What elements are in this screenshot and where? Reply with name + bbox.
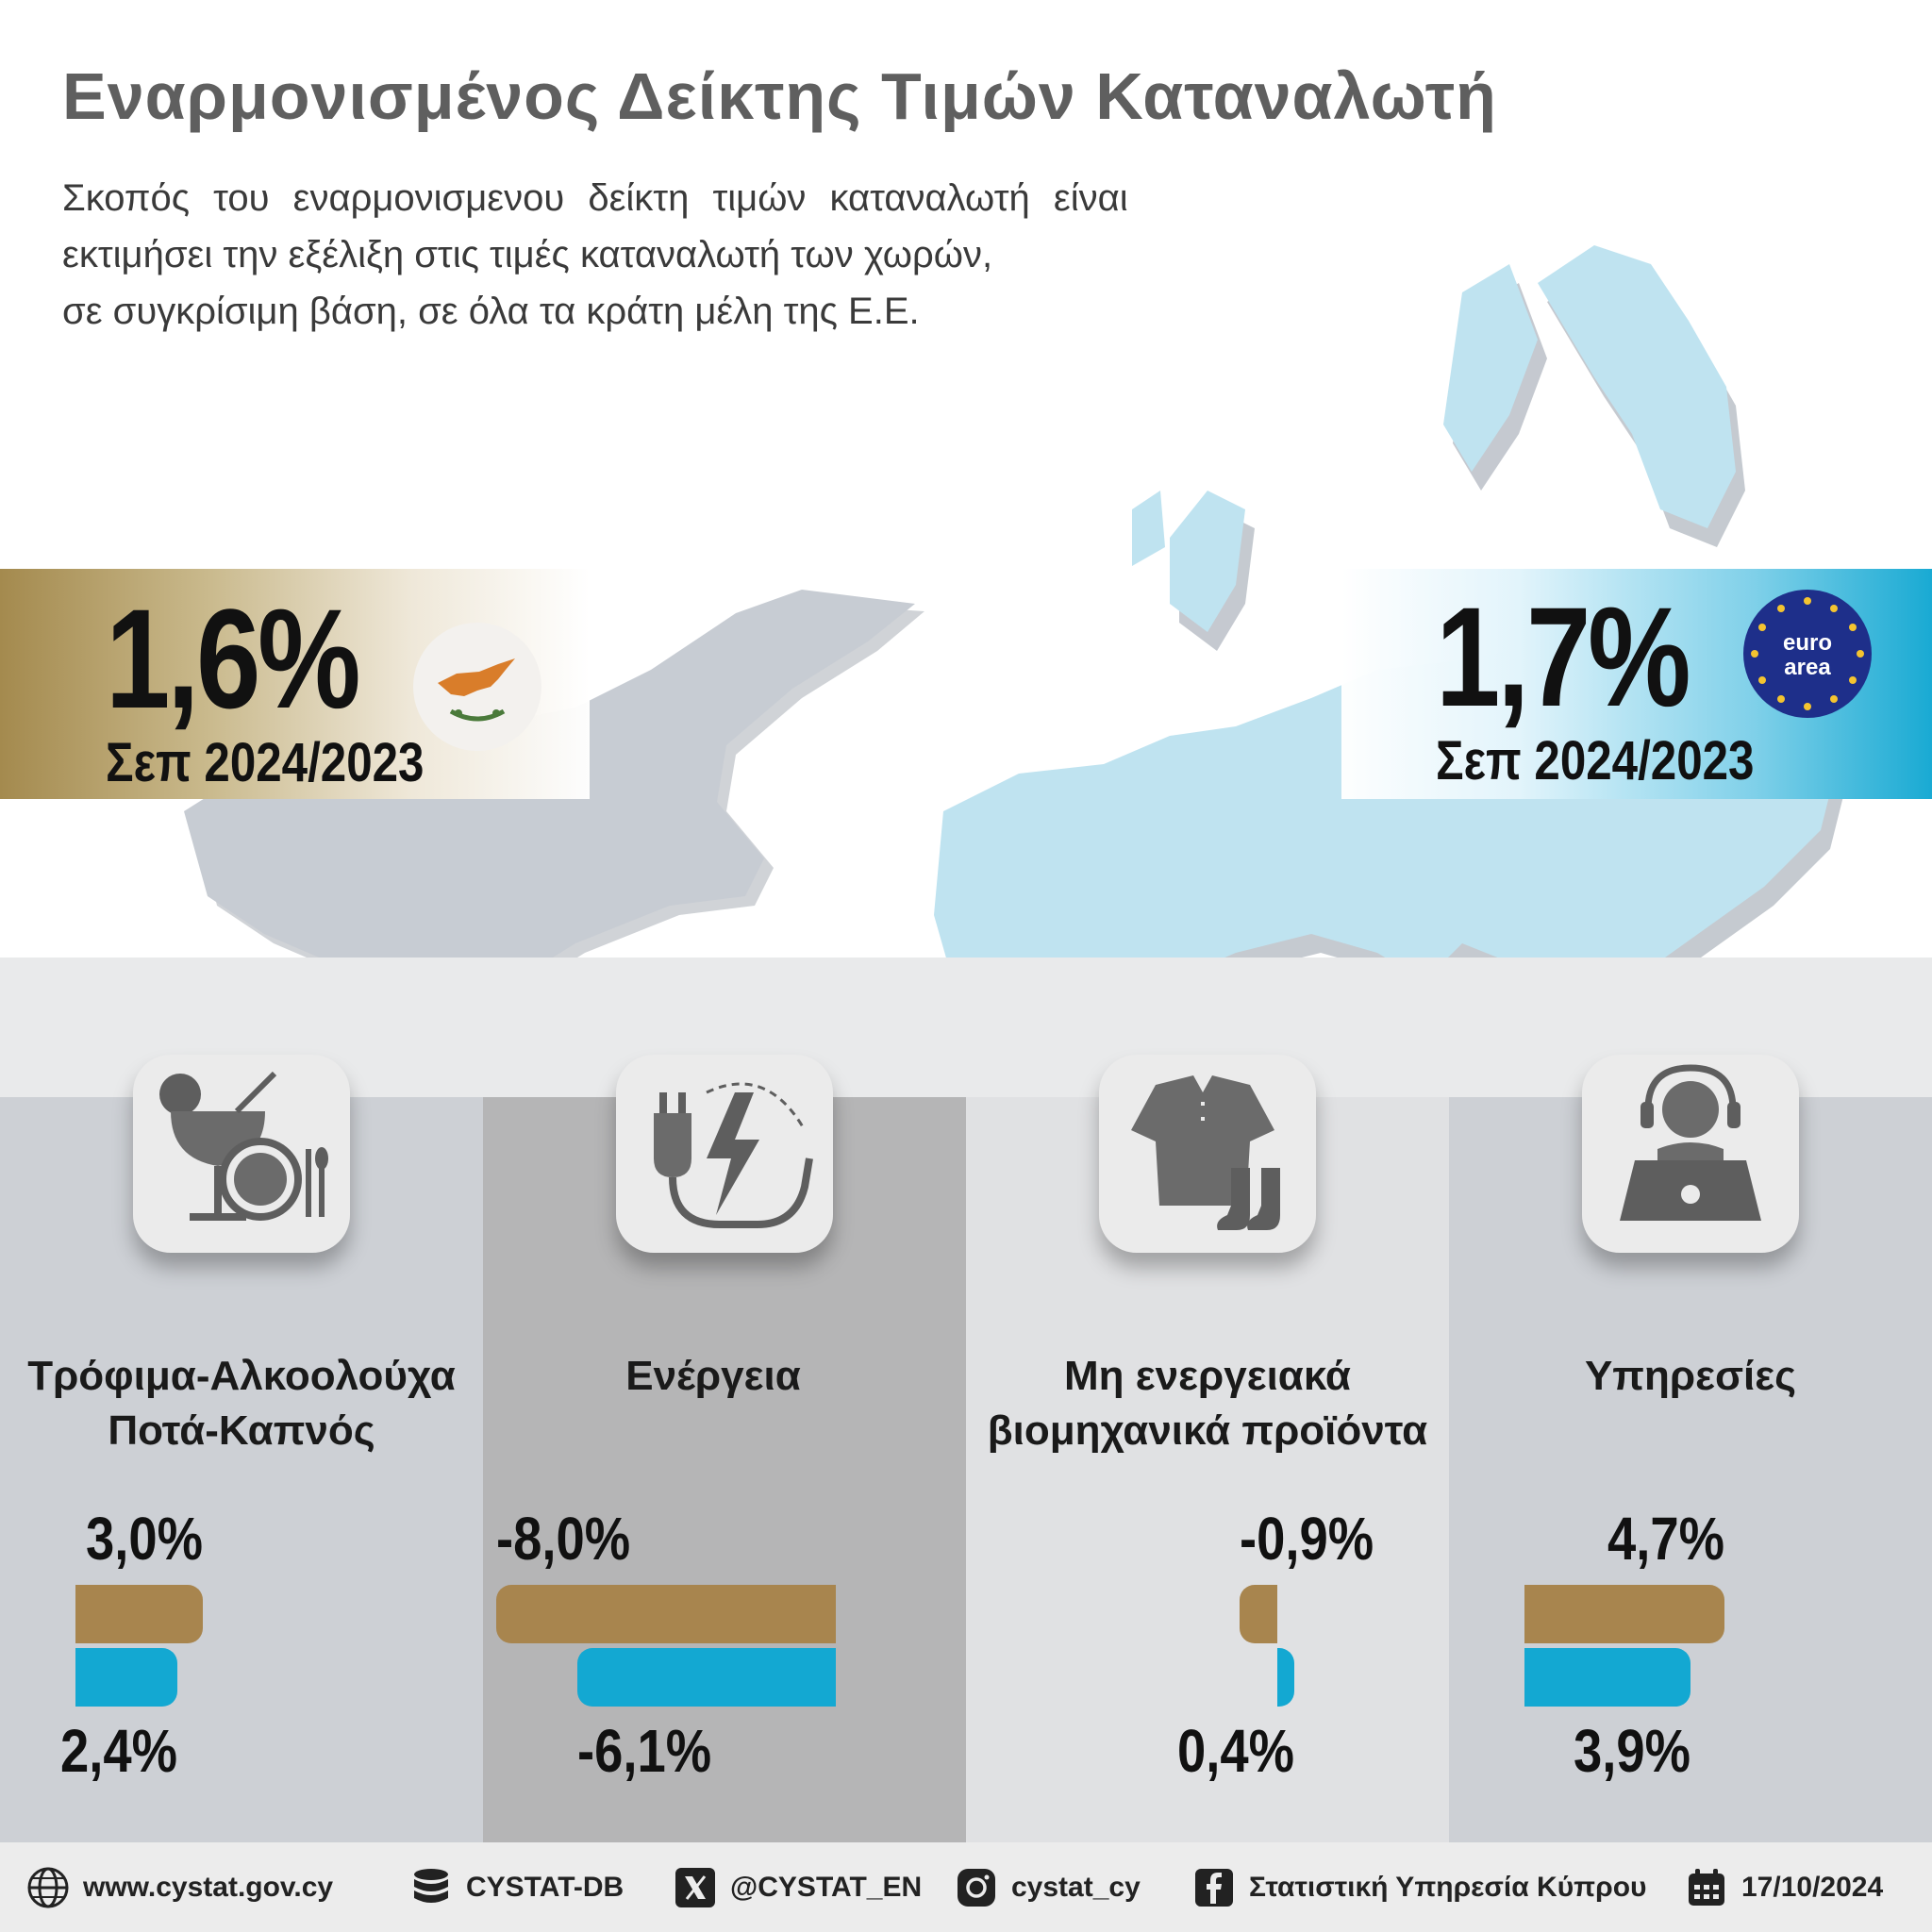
bar-euro-area-1 <box>576 1648 836 1707</box>
database-icon <box>414 1869 448 1903</box>
category-label-line: Τρόφιμα-Αλκοολούχα <box>27 1353 456 1399</box>
kpi-cyprus-period: Σεπ 2024/2023 <box>106 732 425 793</box>
energy-icon-box <box>616 1055 833 1253</box>
category-label-energy: Ενέργεια <box>472 1349 955 1404</box>
kpi-cyprus: 1,6% Σεπ 2024/2023 <box>0 569 590 799</box>
footer-instagram[interactable]: cystat_cy <box>955 1866 1141 1909</box>
bar-euro-area-0 <box>75 1648 177 1707</box>
food-drink-icon <box>159 1071 328 1221</box>
value-label-cyprus-3: 4,7% <box>1607 1505 1724 1573</box>
intro-line: Σκοπός του εναρμονισμενου δείκτη τιμών κ… <box>62 177 1128 219</box>
value-label-euro-area-1: -6,1% <box>576 1717 711 1785</box>
page-title: Εναρμονισμένος Δείκτης Τιμών Καταναλωτή <box>62 59 1497 133</box>
instagram-icon <box>958 1869 995 1907</box>
kpi-cyprus-value: 1,6% <box>106 579 361 738</box>
bar-cyprus-2 <box>1239 1585 1277 1643</box>
kpi-euro-area-period: Σεπ 2024/2023 <box>1436 730 1755 791</box>
footer-instagram-text: cystat_cy <box>1011 1872 1141 1903</box>
value-label-cyprus-0: 3,0% <box>86 1505 203 1573</box>
bar-cyprus-1 <box>496 1585 836 1643</box>
cyprus-map <box>184 590 915 1019</box>
footer-x-text: @CYSTAT_EN <box>730 1872 923 1903</box>
category-label-line: Ποτά-Καπνός <box>108 1407 375 1454</box>
kpi-euro-area: 1,7% Σεπ 2024/2023 euro area <box>1341 569 1932 799</box>
category-label-goods: Μη ενεργειακά βιομηχανικά προϊόντα <box>966 1349 1449 1458</box>
intro-line: σε συγκρίσιμη βάση, σε όλα τα κράτη μέλη… <box>62 291 920 332</box>
globe-icon <box>27 1867 69 1908</box>
services-icon-box <box>1582 1055 1799 1253</box>
kpi-euro-area-value: 1,7% <box>1436 577 1691 736</box>
badge-line2: area <box>1784 655 1831 680</box>
cyprus-flag-icon <box>413 623 541 751</box>
category-label-line: Υπηρεσίες <box>1584 1353 1797 1399</box>
bar-cyprus-0 <box>75 1585 203 1643</box>
category-label-line: βιομηχανικά προϊόντα <box>987 1407 1428 1454</box>
clothing-icon <box>1131 1075 1280 1230</box>
euro-area-badge: euro area <box>1743 590 1872 718</box>
bar-euro-area-3 <box>1524 1648 1690 1707</box>
services-headset-icon <box>1620 1064 1761 1221</box>
intro-line: εκτιμήσει την εξέλιξη στις τιμές καταναλ… <box>62 234 993 275</box>
badge-line1: euro <box>1783 630 1832 656</box>
bar-cyprus-3 <box>1524 1585 1724 1643</box>
intro-text: Σκοπός του εναρμονισμενου δείκτη τιμών κ… <box>62 170 1289 340</box>
value-label-euro-area-2: 0,4% <box>1177 1717 1294 1785</box>
category-label-food: Τρόφιμα-Αλκοολούχα Ποτά-Καπνός <box>0 1349 483 1458</box>
value-label-cyprus-2: -0,9% <box>1239 1505 1374 1573</box>
clothing-icon-box <box>1099 1055 1316 1253</box>
value-label-cyprus-1: -8,0% <box>496 1505 631 1573</box>
x-icon <box>675 1868 715 1907</box>
value-label-euro-area-0: 2,4% <box>60 1717 177 1785</box>
footer-website[interactable]: www.cystat.gov.cy <box>26 1866 333 1909</box>
category-label-services: Υπηρεσίες <box>1449 1349 1932 1404</box>
energy-plug-icon <box>654 1082 813 1228</box>
bar-euro-area-2 <box>1277 1648 1294 1707</box>
value-label-euro-area-3: 3,9% <box>1573 1717 1690 1785</box>
footer-database[interactable]: CYSTAT-DB <box>409 1866 624 1909</box>
footer-x[interactable]: @CYSTAT_EN <box>674 1866 922 1909</box>
category-label-line: Μη ενεργειακά <box>1064 1353 1351 1399</box>
footer-website-text: www.cystat.gov.cy <box>83 1872 334 1903</box>
footer-facebook-text: Στατιστική Υπηρεσία Κύπρου <box>1249 1872 1647 1903</box>
eu-stars-icon <box>1751 597 1864 710</box>
footer-facebook[interactable]: Στατιστική Υπηρεσία Κύπρου <box>1192 1866 1646 1909</box>
facebook-icon <box>1195 1869 1233 1907</box>
footer-date-text: 17/10/2024 <box>1741 1872 1884 1903</box>
calendar-icon <box>1689 1869 1724 1906</box>
food-drink-icon-box <box>133 1055 350 1253</box>
footer-database-text: CYSTAT-DB <box>466 1872 625 1903</box>
category-label-line: Ενέργεια <box>625 1353 801 1399</box>
footer-date: 17/10/2024 <box>1685 1866 1883 1909</box>
